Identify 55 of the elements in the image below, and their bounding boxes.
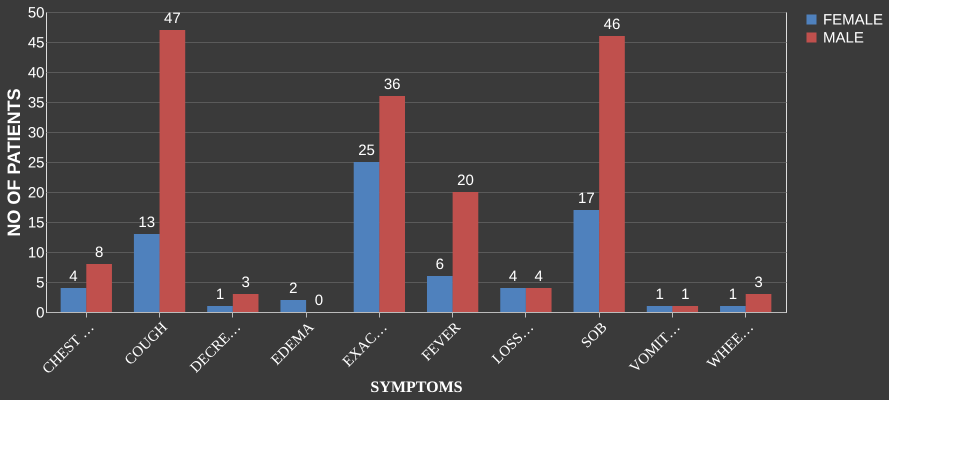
bar <box>599 36 625 312</box>
data-label: 1 <box>681 286 690 303</box>
y-tick-label: 15 <box>28 214 44 232</box>
x-tick-label: SOB <box>578 320 610 352</box>
y-tick-label: 35 <box>28 94 44 112</box>
bar <box>207 306 233 312</box>
data-label: 1 <box>728 286 738 303</box>
y-tick-label: 30 <box>28 124 44 142</box>
data-label: 46 <box>604 16 620 33</box>
data-label: 47 <box>164 10 181 27</box>
y-tick-label: 45 <box>28 34 44 52</box>
bar <box>720 306 746 312</box>
legend-label: MALE <box>823 30 864 46</box>
bar <box>452 192 478 312</box>
data-label: 1 <box>216 286 224 303</box>
data-label: 6 <box>436 256 444 273</box>
y-tick-label: 10 <box>28 244 44 262</box>
data-label: 0 <box>314 292 324 309</box>
bar <box>746 294 772 312</box>
data-label: 36 <box>384 76 401 93</box>
legend-label: FEMALE <box>823 12 884 28</box>
data-label: 25 <box>358 142 375 159</box>
data-label: 3 <box>754 274 763 291</box>
x-axis-title: SYMPTOMS <box>370 378 463 396</box>
y-axis-title: NO OF PATIENTS <box>4 88 24 237</box>
bar <box>379 96 406 312</box>
y-tick-label: 50 <box>28 4 44 22</box>
bar <box>646 306 672 312</box>
data-label: 2 <box>289 280 298 297</box>
data-label: 4 <box>69 268 78 285</box>
bar <box>672 306 698 312</box>
bar <box>426 276 453 312</box>
y-tick-label: 20 <box>28 184 44 202</box>
bar <box>526 288 552 312</box>
y-tick-label: 40 <box>28 64 44 82</box>
data-label: 1 <box>655 286 664 303</box>
bar <box>86 264 112 312</box>
bar <box>354 162 380 312</box>
data-label: 4 <box>508 268 518 285</box>
data-label: 8 <box>94 244 104 261</box>
data-label: 3 <box>241 274 250 291</box>
y-tick-label: 25 <box>28 154 44 172</box>
bar <box>280 300 306 312</box>
y-tick-label: 0 <box>36 304 44 322</box>
y-tick-label: 5 <box>36 274 44 292</box>
bar <box>60 288 86 312</box>
bar <box>500 288 526 312</box>
bar <box>160 30 186 312</box>
data-label: 13 <box>138 214 156 231</box>
data-label: 17 <box>578 190 595 207</box>
bar <box>574 210 600 312</box>
bar <box>134 234 160 312</box>
data-label: 20 <box>457 172 474 189</box>
bar <box>232 294 258 312</box>
data-label: 4 <box>534 268 543 285</box>
